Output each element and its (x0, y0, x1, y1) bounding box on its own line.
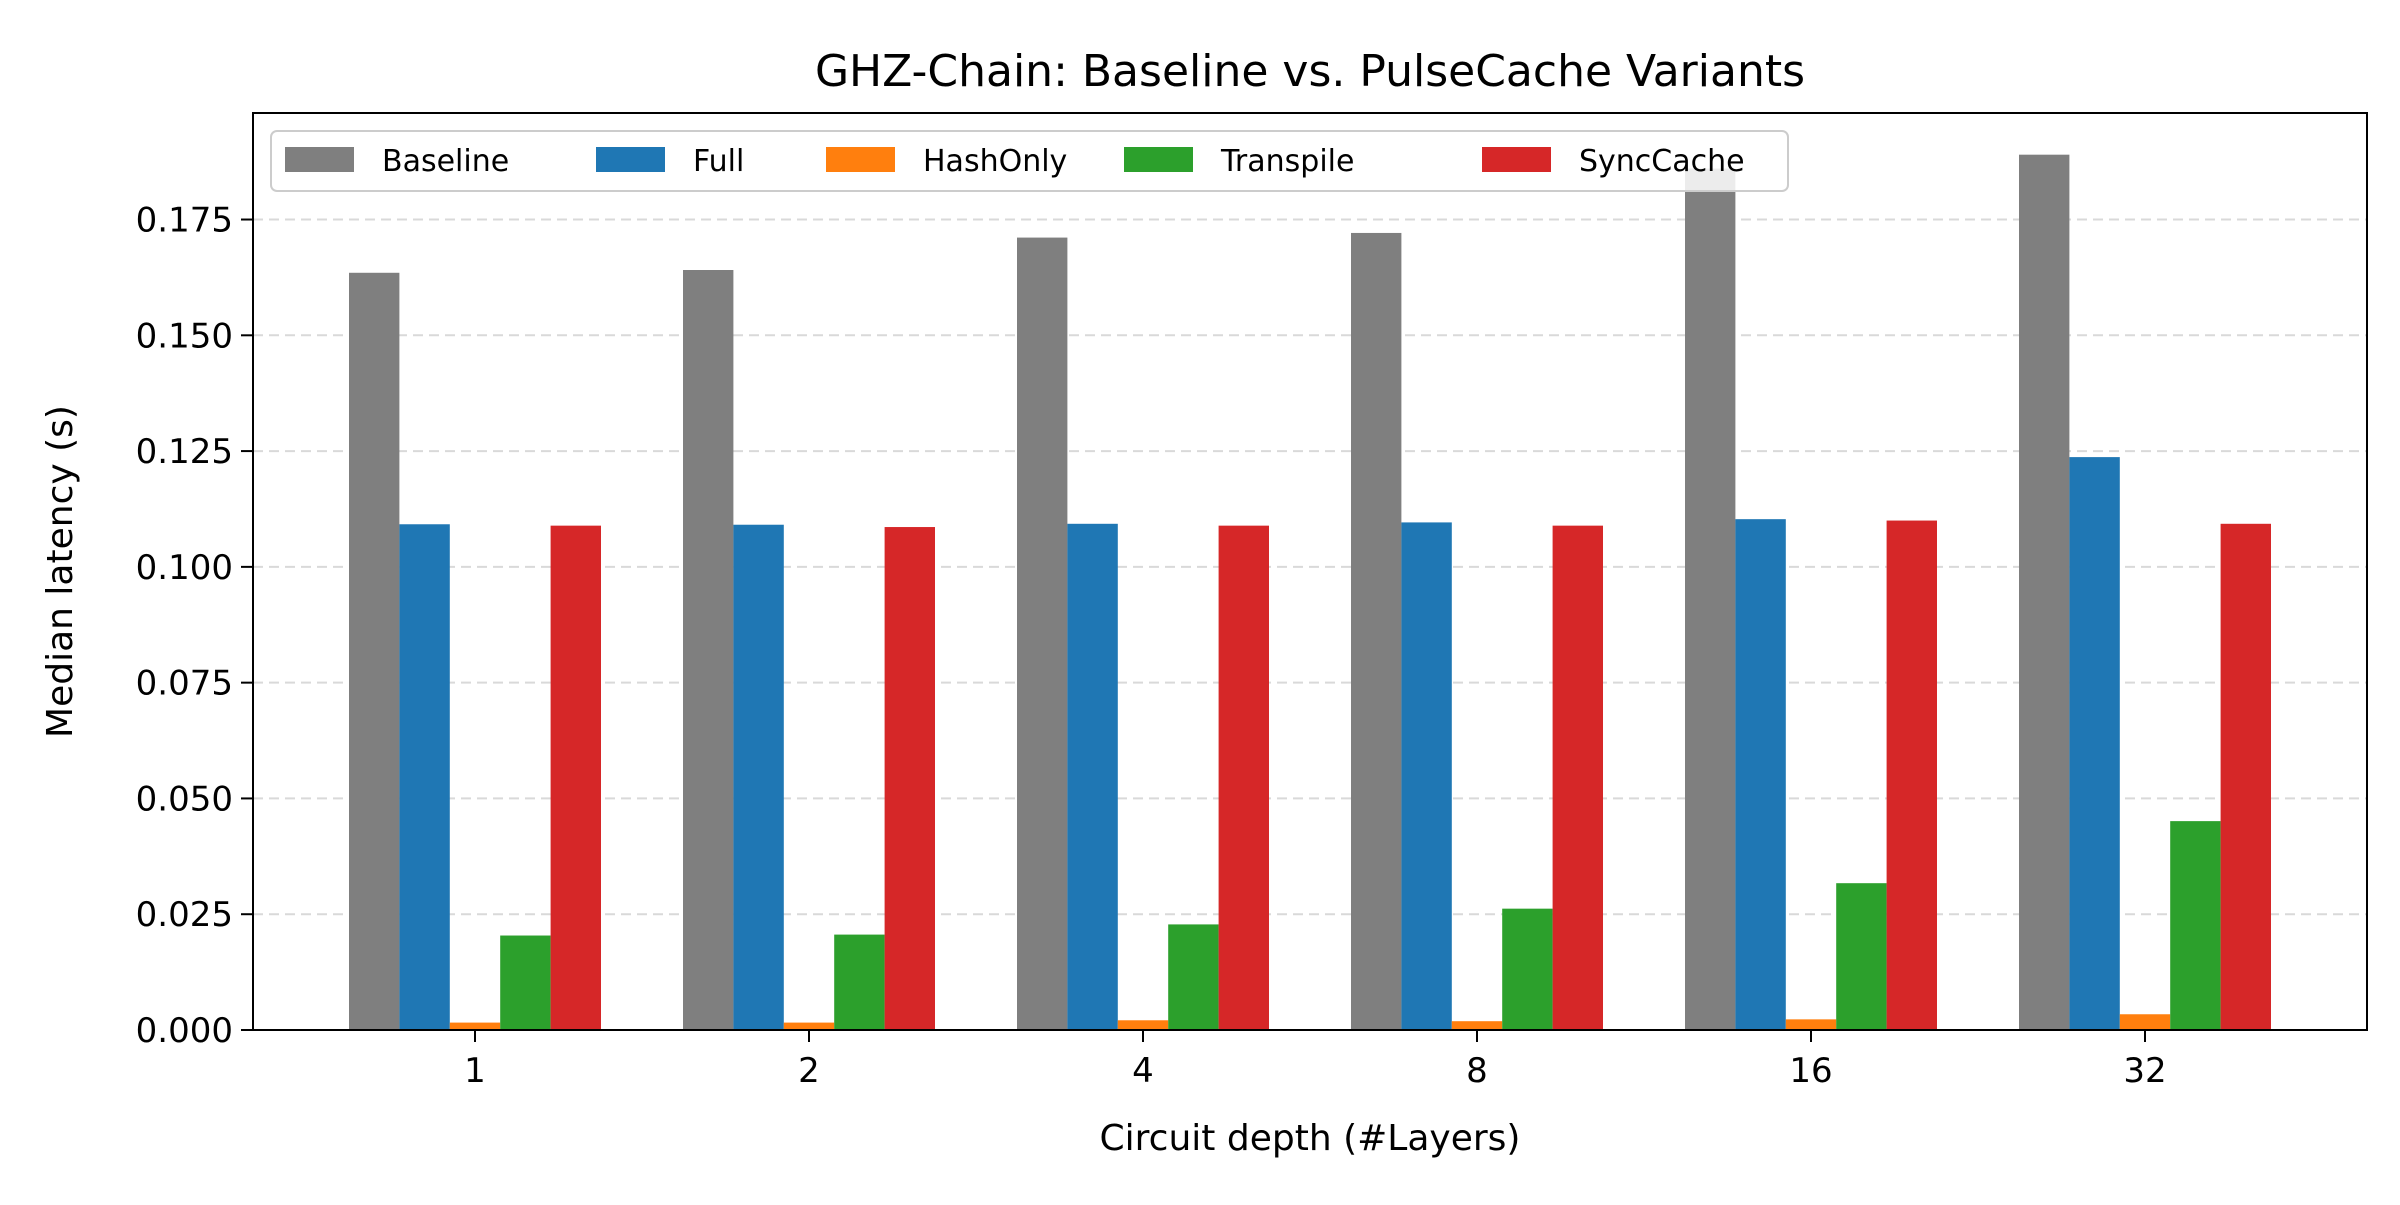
bar-full-4 (1067, 523, 1118, 1030)
legend-swatch-synccache (1482, 147, 1551, 172)
bar-hashonly-32 (2119, 1014, 2171, 1030)
x-tick-label: 4 (1132, 1051, 1154, 1091)
bar-baseline-16 (1685, 168, 1736, 1031)
bar-transpile-16 (1836, 883, 1887, 1030)
bar-hashonly-1 (449, 1022, 501, 1030)
y-tick-label: 0.150 (136, 316, 233, 356)
x-tick-label: 8 (1466, 1051, 1488, 1091)
bar-full-32 (2069, 457, 2120, 1030)
bar-transpile-4 (1168, 924, 1219, 1030)
bar-synccache-32 (2220, 523, 2271, 1030)
bar-baseline-4 (1017, 237, 1068, 1030)
bar-full-1 (399, 524, 450, 1030)
bar-hashonly-8 (1451, 1021, 1503, 1030)
bar-synccache-16 (1886, 520, 1937, 1030)
legend-box (270, 130, 1789, 192)
bar-synccache-2 (884, 527, 935, 1030)
bar-full-2 (733, 524, 784, 1030)
bar-hashonly-4 (1117, 1020, 1169, 1030)
bar-transpile-1 (500, 935, 551, 1030)
bar-synccache-1 (550, 525, 601, 1030)
legend-label-transpile: Transpile (1220, 144, 1354, 179)
plot-frame (252, 112, 2368, 1031)
bar-full-16 (1735, 519, 1786, 1030)
bar-synccache-8 (1552, 525, 1603, 1030)
x-tick-label: 1 (464, 1051, 486, 1091)
chart-title: GHZ-Chain: Baseline vs. PulseCache Varia… (815, 46, 1805, 97)
bar-baseline-8 (1351, 232, 1402, 1031)
x-axis-label: Circuit depth (#Layers) (1100, 1118, 1521, 1159)
legend-label-synccache: SyncCache (1579, 144, 1745, 179)
bars (349, 154, 2271, 1031)
bar-transpile-8 (1502, 908, 1553, 1030)
legend: Baseline Full HashOnly Transpile SyncCache (270, 130, 1789, 192)
legend-swatch-baseline (285, 147, 354, 172)
bar-baseline-1 (349, 272, 400, 1031)
y-axis: 0.000 0.025 0.050 0.075 0.100 0.125 0.150 0.175 (136, 201, 253, 1051)
x-tick-label: 32 (2123, 1051, 2166, 1091)
y-tick-label: 0.050 (136, 779, 233, 819)
y-tick-label: 0.000 (136, 1011, 233, 1051)
y-axis-label: Median latency (s) (40, 405, 81, 738)
x-axis: 1 2 4 8 16 32 (464, 1030, 2167, 1091)
legend-label-hashonly: HashOnly (923, 144, 1067, 179)
bar-hashonly-2 (783, 1022, 835, 1030)
bar-hashonly-16 (1785, 1019, 1837, 1030)
bar-synccache-4 (1218, 525, 1269, 1030)
y-tick-label: 0.075 (136, 664, 233, 704)
y-tick-label: 0.025 (136, 895, 233, 935)
bar-baseline-32 (2019, 154, 2070, 1030)
bar-transpile-32 (2170, 821, 2221, 1030)
legend-label-full: Full (693, 144, 744, 179)
bar-baseline-2 (683, 270, 734, 1030)
y-tick-label: 0.175 (136, 201, 233, 241)
bar-full-8 (1401, 522, 1452, 1030)
bar-transpile-2 (834, 934, 885, 1030)
legend-swatch-full (596, 147, 665, 172)
legend-label-baseline: Baseline (382, 144, 509, 179)
grid-lines (253, 218, 2367, 916)
legend-swatch-transpile (1124, 147, 1193, 172)
y-tick-label: 0.125 (136, 432, 233, 472)
x-tick-label: 16 (1789, 1051, 1832, 1091)
x-tick-label: 2 (798, 1051, 820, 1091)
legend-swatch-hashonly (826, 147, 895, 172)
y-tick-label: 0.100 (136, 548, 233, 588)
